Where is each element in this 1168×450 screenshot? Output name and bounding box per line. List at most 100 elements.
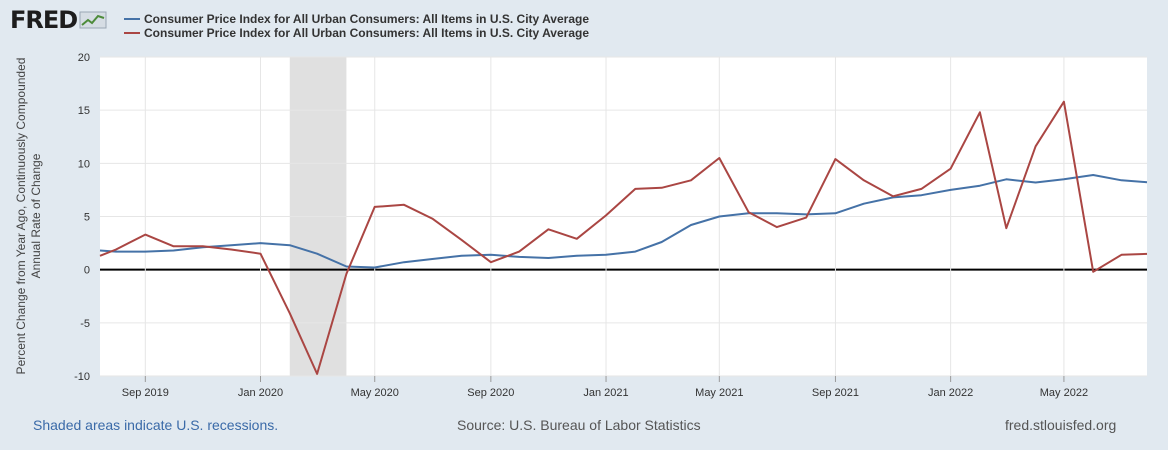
series-1-point[interactable]: [259, 242, 261, 244]
x-tick-label: Sep 2019: [122, 387, 169, 399]
x-tick-label: Sep 2020: [467, 387, 514, 399]
legend-swatch-blue: [124, 18, 140, 20]
series-1-point[interactable]: [518, 256, 520, 258]
series-2-point[interactable]: [374, 206, 376, 208]
series-1-point[interactable]: [289, 244, 291, 246]
series-2-point[interactable]: [747, 211, 749, 213]
series-lines: [99, 100, 1148, 375]
y-axis-label-line-2: Annual Rate of Change: [29, 153, 43, 278]
series-1-point[interactable]: [144, 250, 146, 252]
series-2-point[interactable]: [518, 250, 520, 252]
x-tick-label: May 2021: [695, 387, 743, 399]
series-2-point[interactable]: [547, 228, 549, 230]
series-2-point[interactable]: [690, 179, 692, 181]
series-2-point[interactable]: [979, 111, 981, 113]
y-tick-label: -10: [74, 371, 90, 383]
series-1-point[interactable]: [1034, 181, 1036, 183]
series-2-point[interactable]: [490, 261, 492, 263]
y-tick-label: -5: [80, 318, 90, 330]
legend-swatch-red: [124, 32, 140, 34]
series-1-point[interactable]: [374, 266, 376, 268]
y-tick-label: 20: [78, 52, 90, 64]
series-1-point[interactable]: [345, 265, 347, 267]
series-2-point[interactable]: [834, 158, 836, 160]
series-2-point[interactable]: [805, 216, 807, 218]
series-2-point[interactable]: [776, 226, 778, 228]
y-tick-label: 15: [78, 105, 90, 117]
series-2-point[interactable]: [431, 217, 433, 219]
x-tick-label: May 2022: [1040, 387, 1088, 399]
y-axis-ticks: -10 -5 0 5 10 15 20: [74, 52, 90, 383]
trend-chart-icon: [79, 11, 107, 29]
series-2-point[interactable]: [920, 188, 922, 190]
series-1-point[interactable]: [99, 249, 101, 251]
series-2-point[interactable]: [1005, 227, 1007, 229]
recession-note[interactable]: Shaded areas indicate U.S. recessions.: [33, 417, 279, 433]
series-1-point[interactable]: [1120, 179, 1122, 181]
series-2-point[interactable]: [230, 248, 232, 250]
series-2-point[interactable]: [661, 187, 663, 189]
series-1-point[interactable]: [1005, 178, 1007, 180]
series-1-point[interactable]: [547, 257, 549, 259]
series-1-point[interactable]: [718, 215, 720, 217]
series-2-point[interactable]: [316, 373, 318, 375]
series-2-point[interactable]: [1063, 100, 1065, 102]
series-2-point[interactable]: [172, 245, 174, 247]
x-tick-label: Jan 2022: [928, 387, 973, 399]
series-2-point[interactable]: [576, 238, 578, 240]
legend-label-series-1: Consumer Price Index for All Urban Consu…: [144, 12, 589, 26]
series-1-point[interactable]: [490, 254, 492, 256]
series-1-point[interactable]: [661, 241, 663, 243]
legend-item-series-2[interactable]: Consumer Price Index for All Urban Consu…: [124, 26, 589, 40]
series-2-point[interactable]: [99, 255, 101, 257]
series-2-point[interactable]: [605, 214, 607, 216]
series-2-point[interactable]: [289, 312, 291, 314]
legend-item-series-1[interactable]: Consumer Price Index for All Urban Consu…: [124, 12, 589, 26]
series-2-point[interactable]: [863, 179, 865, 181]
series-1-point[interactable]: [1092, 174, 1094, 176]
series-line-2[interactable]: [99, 100, 1148, 375]
series-2-point[interactable]: [1092, 271, 1094, 273]
series-2-point[interactable]: [634, 188, 636, 190]
series-1-point[interactable]: [431, 258, 433, 260]
x-axis-ticks: Sep 2019 Jan 2020 May 2020 Sep 2020 Jan 2021…: [122, 376, 1088, 399]
series-2-point[interactable]: [202, 245, 204, 247]
series-1-point[interactable]: [776, 212, 778, 214]
series-line-1[interactable]: [99, 174, 1148, 269]
series-2-point[interactable]: [115, 248, 117, 250]
fred-logo[interactable]: FRED: [10, 6, 107, 34]
series-1-point[interactable]: [403, 261, 405, 263]
series-2-point[interactable]: [345, 273, 347, 275]
series-1-point[interactable]: [949, 189, 951, 191]
series-2-point[interactable]: [460, 239, 462, 241]
x-tick-label: Sep 2021: [812, 387, 859, 399]
series-2-point[interactable]: [1034, 145, 1036, 147]
series-1-point[interactable]: [863, 203, 865, 205]
series-2-point[interactable]: [718, 157, 720, 159]
y-tick-label: 10: [78, 158, 90, 170]
source-note: Source: U.S. Bureau of Labor Statistics: [457, 417, 701, 433]
series-2-point[interactable]: [259, 253, 261, 255]
series-1-point[interactable]: [979, 184, 981, 186]
y-tick-label: 5: [84, 212, 90, 224]
series-1-point[interactable]: [834, 212, 836, 214]
series-1-point[interactable]: [316, 253, 318, 255]
x-tick-label: Jan 2020: [238, 387, 283, 399]
series-1-point[interactable]: [920, 194, 922, 196]
series-2-point[interactable]: [1120, 254, 1122, 256]
series-2-point[interactable]: [892, 195, 894, 197]
chart-legend: Consumer Price Index for All Urban Consu…: [124, 12, 589, 40]
series-1-point[interactable]: [172, 249, 174, 251]
site-link[interactable]: fred.stlouisfed.org: [1005, 417, 1117, 433]
series-1-point[interactable]: [460, 255, 462, 257]
series-1-point[interactable]: [605, 254, 607, 256]
series-1-point[interactable]: [634, 250, 636, 252]
series-1-point[interactable]: [1063, 178, 1065, 180]
series-1-point[interactable]: [576, 255, 578, 257]
series-1-point[interactable]: [230, 244, 232, 246]
series-2-point[interactable]: [403, 204, 405, 206]
series-2-point[interactable]: [144, 233, 146, 235]
series-2-point[interactable]: [949, 167, 951, 169]
series-1-point[interactable]: [690, 224, 692, 226]
